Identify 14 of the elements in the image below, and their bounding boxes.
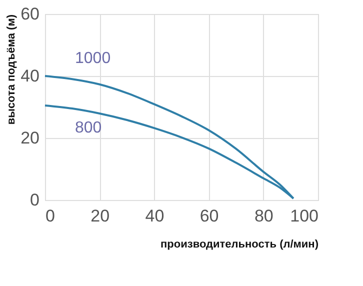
x-tick-label: 80: [254, 206, 274, 226]
x-axis-title: производительность (л/мин): [160, 238, 319, 250]
y-tick-label: 0: [30, 190, 40, 210]
series-label: 800: [75, 119, 102, 136]
x-tick-label: 40: [145, 206, 164, 226]
series-label: 1000: [75, 50, 111, 67]
y-tick-label: 40: [20, 66, 40, 86]
y-tick-label: 20: [20, 128, 40, 148]
y-axis-title: высота подъёма (м): [6, 14, 18, 125]
x-tick-label: 60: [200, 206, 219, 226]
x-tick-label: 20: [90, 206, 110, 226]
x-tick-label: 100: [290, 206, 318, 226]
y-tick-label: 60: [20, 4, 40, 24]
x-tick-label: 0: [46, 206, 55, 226]
